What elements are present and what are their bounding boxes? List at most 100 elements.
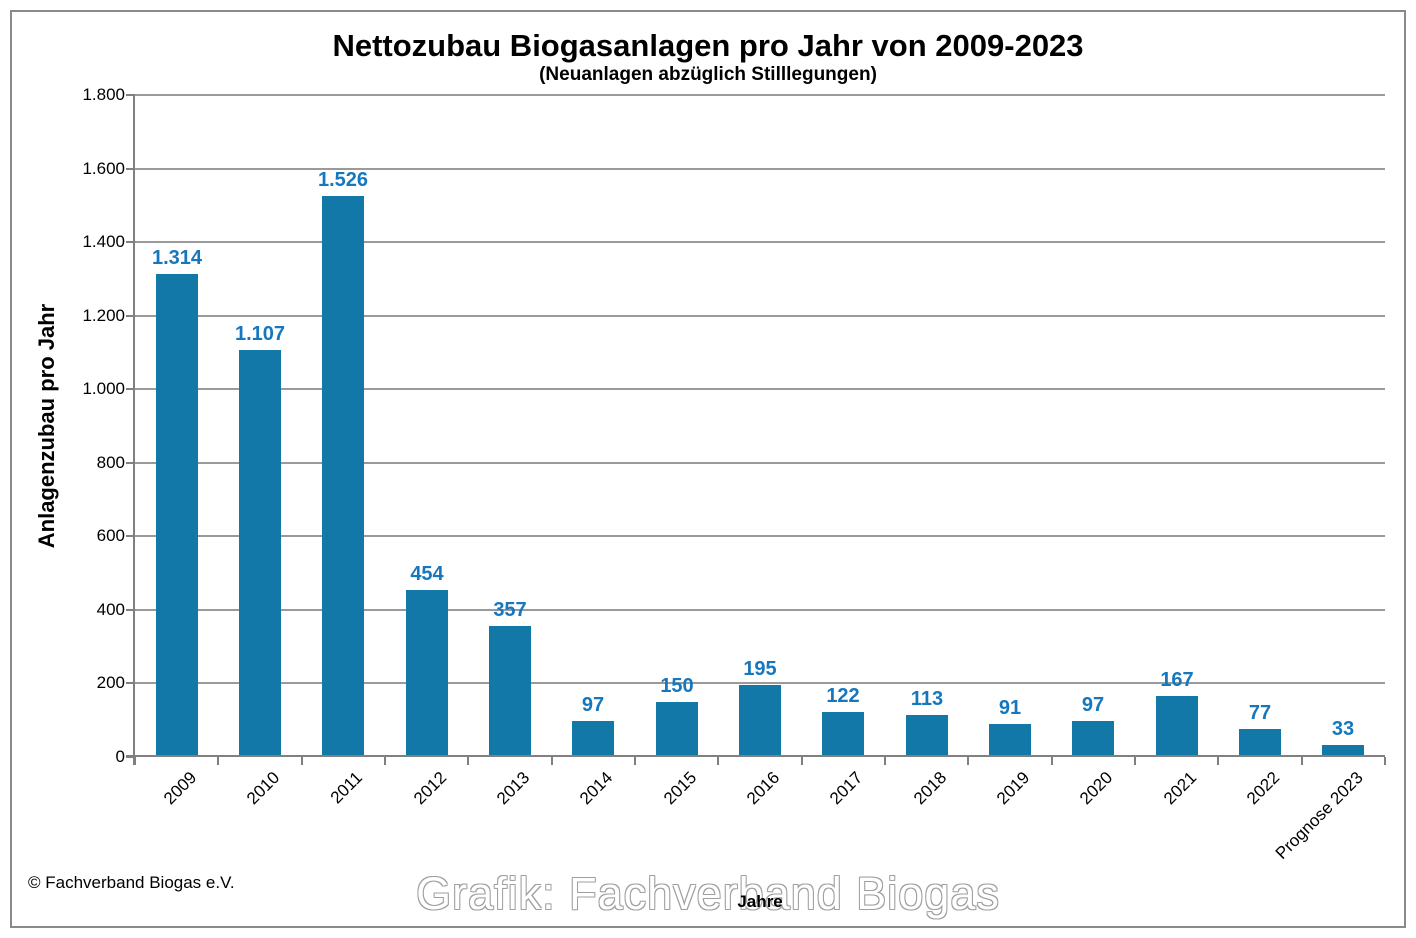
x-tick-label: 2019 (993, 768, 1034, 809)
bar-2012 (406, 590, 448, 757)
y-tick-label: 400 (96, 599, 125, 619)
x-tick-mark (1051, 757, 1053, 765)
bar-2019 (989, 724, 1031, 757)
x-tick-label: 2016 (743, 768, 784, 809)
bar-2014 (572, 721, 614, 757)
bar-value-label: 97 (581, 694, 605, 716)
y-tick-mark (126, 756, 135, 758)
x-tick-mark (634, 757, 636, 765)
bar-value-label: 33 (1331, 718, 1355, 740)
y-tick-mark (126, 461, 135, 464)
gridline-y800 (135, 461, 1385, 464)
x-tick-mark (384, 757, 386, 765)
bar-2016 (739, 685, 781, 757)
bar-2013 (489, 626, 531, 757)
bar-value-label: 167 (1160, 669, 1194, 691)
y-tick-mark (126, 314, 135, 317)
y-tick-mark (126, 682, 135, 685)
bar-2017 (822, 712, 864, 757)
gridline-y400 (135, 608, 1385, 611)
x-tick-mark (1217, 757, 1219, 765)
y-axis-line (133, 95, 135, 765)
chart-title: Nettozubau Biogasanlagen pro Jahr von 20… (332, 28, 1084, 63)
x-tick-mark (1384, 757, 1386, 765)
bar-2015 (656, 702, 698, 757)
y-tick-label: 800 (96, 452, 125, 472)
y-tick-label: 1.400 (82, 232, 125, 252)
bar-value-label: 454 (410, 563, 444, 585)
bar-value-label: 122 (826, 685, 860, 707)
y-tick-label: 0 (115, 747, 125, 766)
bar-value-label: 1.526 (317, 169, 369, 191)
x-tick-label: 2010 (243, 768, 284, 809)
x-tick-mark (134, 757, 136, 765)
chart-subtitle: (Neuanlagen abzüglich Stilllegungen) (539, 64, 877, 85)
y-tick-mark (126, 388, 135, 391)
gridline-y1400 (135, 241, 1385, 244)
bar-2010 (239, 350, 281, 757)
bar-value-label: 150 (660, 675, 694, 697)
x-tick-mark (717, 757, 719, 765)
bar-2021 (1156, 696, 1198, 757)
x-tick-label: 2022 (1243, 768, 1284, 809)
x-tick-mark (1134, 757, 1136, 765)
y-tick-mark (126, 241, 135, 244)
x-tick-label: 2017 (826, 768, 867, 809)
x-tick-mark (551, 757, 553, 765)
bar-value-label: 1.314 (151, 247, 203, 269)
x-tick-mark (1301, 757, 1303, 765)
y-tick-mark (126, 94, 135, 96)
x-tick-mark (217, 757, 219, 765)
y-tick-mark (126, 608, 135, 611)
x-tick-label: 2021 (1160, 768, 1201, 809)
bar-2009 (156, 274, 198, 757)
x-tick-label: 2014 (576, 768, 617, 809)
y-tick-label: 600 (96, 526, 125, 546)
chart-outer-border (10, 10, 1406, 928)
bar-2022 (1239, 729, 1281, 757)
x-tick-label: 2015 (660, 768, 701, 809)
x-tick-mark (884, 757, 886, 765)
copyright-text: © Fachverband Biogas e.V. (28, 873, 235, 892)
gridline-y1200 (135, 314, 1385, 317)
bar-value-label: 97 (1081, 694, 1105, 716)
y-tick-mark (126, 535, 135, 538)
x-axis-title: Jahre (737, 892, 783, 911)
gridline-y600 (135, 535, 1385, 538)
bar-value-label: 357 (493, 599, 527, 621)
bar-value-label: 77 (1248, 702, 1272, 724)
bar-value-label: 1.107 (234, 323, 286, 345)
bar-value-label: 91 (998, 697, 1022, 719)
x-tick-label: 2011 (327, 768, 367, 808)
x-tick-label: 2018 (910, 768, 951, 809)
y-tick-label: 200 (96, 673, 125, 693)
x-tick-label: Prognose 2023 (1271, 768, 1367, 863)
x-tick-label: 2013 (493, 768, 534, 809)
y-tick-mark (126, 167, 135, 170)
bar-value-label: 195 (743, 658, 777, 680)
bar-2011 (322, 196, 364, 757)
bar-2020 (1072, 721, 1114, 757)
x-tick-mark (801, 757, 803, 765)
x-tick-label: 2009 (160, 768, 201, 809)
x-tick-mark (467, 757, 469, 765)
x-tick-mark (301, 757, 303, 765)
gridline-y1600 (135, 167, 1385, 170)
x-tick-mark (967, 757, 969, 765)
x-axis-line (126, 755, 1385, 757)
gridline-y1800 (135, 94, 1385, 96)
y-tick-label: 1.200 (82, 305, 125, 325)
x-tick-label: 2020 (1076, 768, 1117, 809)
bar-value-label: 113 (910, 688, 944, 710)
gridline-y1000 (135, 388, 1385, 391)
bar-prognose-2023 (1322, 745, 1364, 757)
y-tick-label: 1.000 (82, 379, 125, 399)
bar-2018 (906, 715, 948, 757)
y-tick-label: 1.600 (82, 158, 125, 178)
watermark-text: Grafik: Fachverband Biogas (416, 868, 1000, 919)
y-axis-title: Anlagenzubau pro Jahr (34, 303, 59, 549)
x-tick-label: 2012 (410, 768, 451, 809)
y-tick-label: 1.800 (82, 85, 125, 104)
gridline-y200 (135, 682, 1385, 685)
